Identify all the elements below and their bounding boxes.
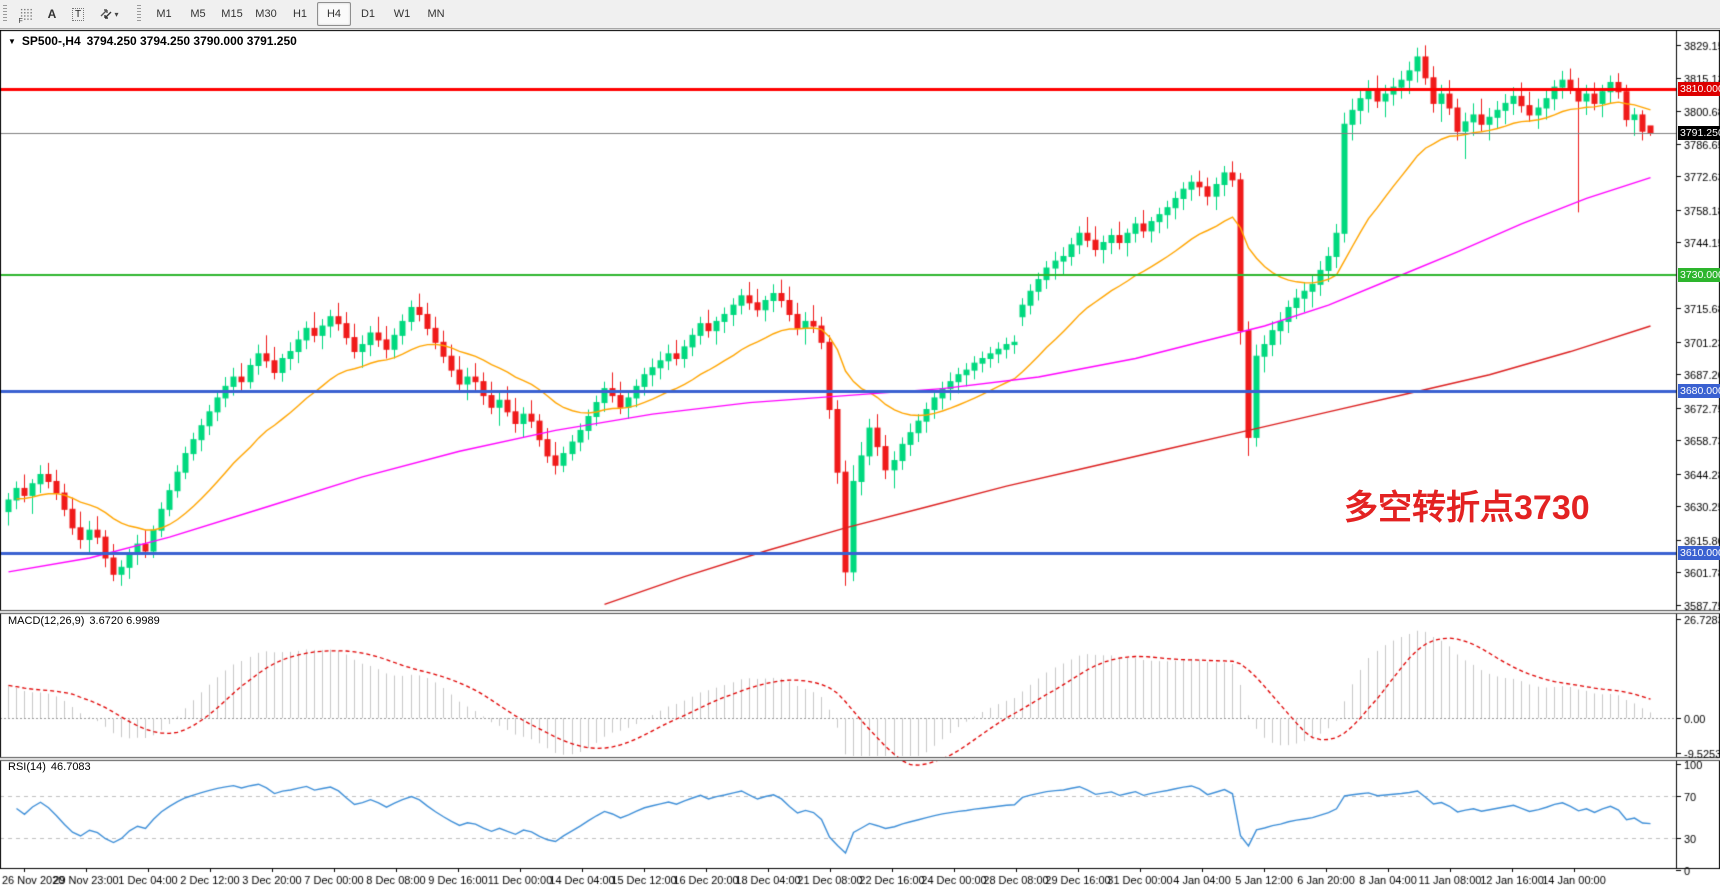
price-badge-3730: 3730.000 [1678, 268, 1720, 282]
toolbar-grip-2[interactable] [137, 5, 141, 23]
text-tool-button[interactable]: A [39, 2, 65, 26]
tf-button-w1[interactable]: W1 [393, 8, 411, 20]
symbol-period-label: SP500-,H4 [21, 34, 81, 48]
tf-button-m15[interactable]: M15 [221, 8, 243, 20]
text-label-tool-button[interactable]: T [65, 2, 91, 26]
price-badge-3680: 3680.000 [1678, 384, 1720, 398]
chart-canvas[interactable] [0, 30, 1720, 895]
text-label-icon: T [71, 7, 85, 21]
tf-button-m30[interactable]: M30 [255, 8, 277, 20]
tf-button-d1[interactable]: D1 [360, 8, 376, 20]
price-badge-3610: 3610.000 [1678, 546, 1720, 560]
tf-button-h4[interactable]: H4 [317, 2, 351, 26]
collapse-triangle-icon[interactable]: ▼ [8, 36, 16, 46]
tf-button-m1[interactable]: M1 [156, 8, 172, 20]
tf-button-mn[interactable]: MN [427, 8, 445, 20]
macd-pane-label: MACD(12,26,9) 3.6720 6.9989 [8, 615, 160, 627]
chart-window: ▼ SP500-,H4 3794.250 3794.250 3790.000 3… [0, 30, 1720, 895]
tf-button-h1[interactable]: H1 [292, 8, 308, 20]
macd-values: 3.6720 6.9989 [89, 615, 160, 627]
toolbar: F A T ▾ M1 M5 M15 M30 H1 H4 D1 W1 MN [0, 0, 1720, 29]
rsi-value: 46.7083 [50, 761, 91, 773]
ohlc-readout: 3794.250 3794.250 3790.000 3791.250 [86, 34, 297, 48]
chart-grid-tool-button[interactable]: F [13, 2, 39, 26]
chart-text-annotation: 多空转折点3730 [1344, 489, 1590, 527]
letter-a-icon: A [47, 7, 57, 21]
current-price-badge: 3791.250 [1678, 126, 1720, 140]
arrows-tool-button[interactable]: ▾ [91, 2, 127, 26]
cycle-arrows-icon [100, 9, 112, 19]
toolbar-grip[interactable] [3, 5, 7, 23]
rsi-pane-label: RSI(14) 46.7083 [8, 761, 91, 773]
grid-icon: F [18, 7, 33, 25]
price-badge-3810: 3810.000 [1678, 82, 1720, 96]
chevron-down-icon: ▾ [114, 9, 119, 19]
tf-button-m5[interactable]: M5 [190, 8, 206, 20]
chart-title[interactable]: ▼ SP500-,H4 3794.250 3794.250 3790.000 3… [8, 34, 297, 48]
